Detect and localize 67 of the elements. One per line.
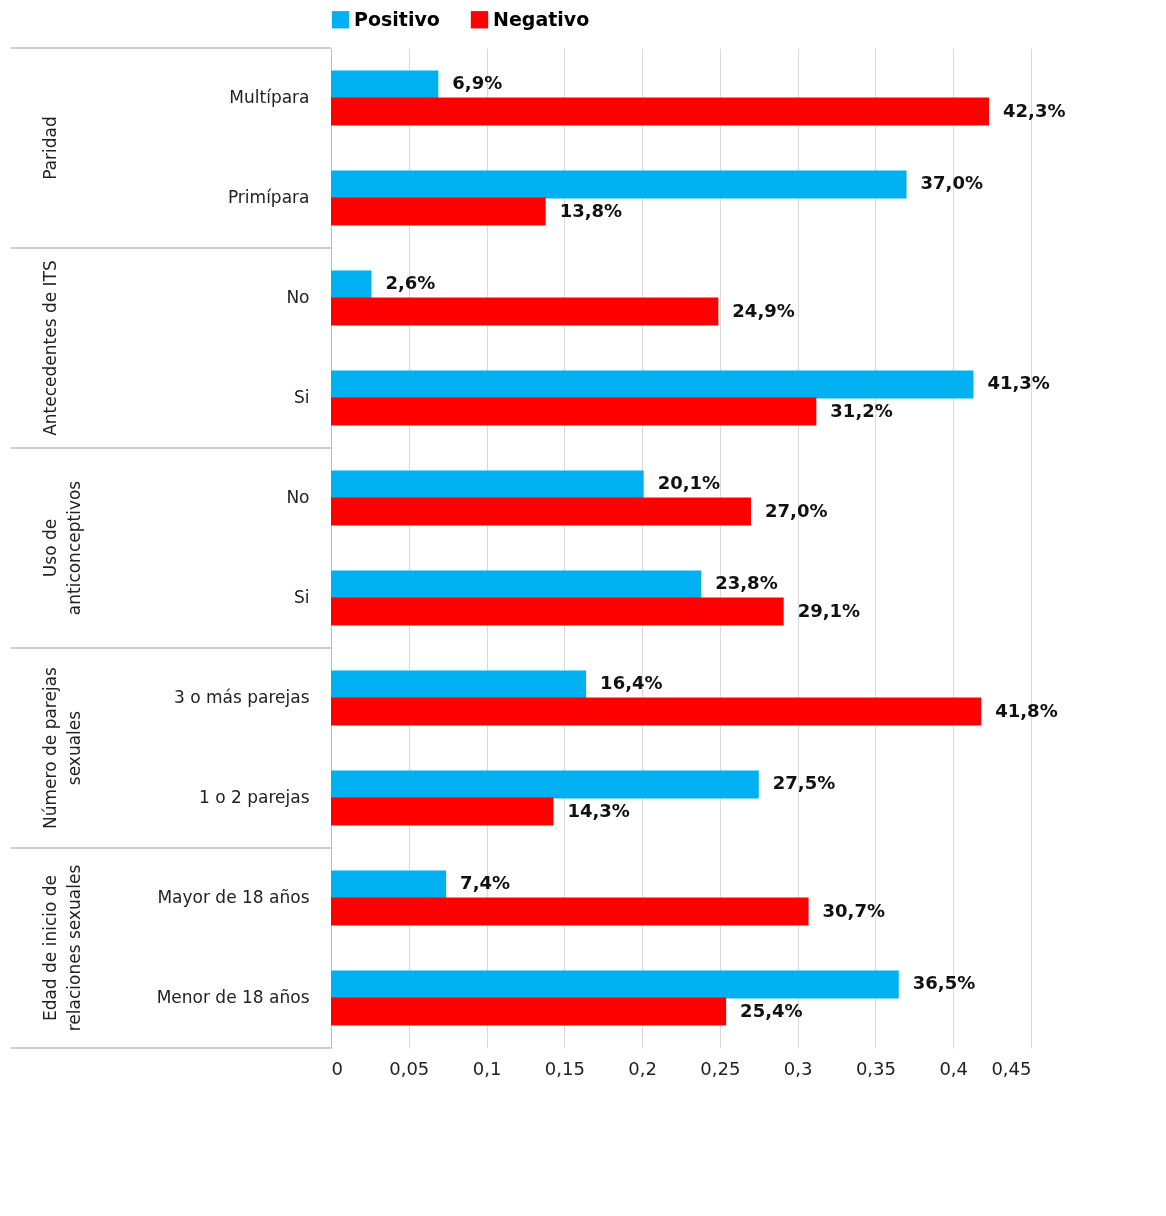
y-tick-label: Primípara <box>227 187 310 207</box>
x-tick-label: 0,35 <box>855 1057 896 1079</box>
bar <box>331 970 899 999</box>
legend-label: Positivo <box>354 7 440 30</box>
data-label: 24,9% <box>732 299 795 321</box>
data-label: 6,9% <box>452 72 503 94</box>
data-label: 16,4% <box>600 672 663 694</box>
data-label: 13,8% <box>559 199 623 221</box>
bar <box>331 670 587 699</box>
data-label: 41,3% <box>987 372 1050 394</box>
bar <box>331 997 727 1026</box>
text: Uso de anticonceptivos <box>40 480 84 616</box>
bar <box>331 297 719 326</box>
data-label: 36,5% <box>912 972 976 994</box>
y-tick-label: No <box>286 487 310 507</box>
data-label: 27,0% <box>765 499 828 521</box>
y-tick-label: Si <box>293 587 310 607</box>
bar <box>331 197 546 226</box>
bar <box>331 897 809 926</box>
data-label: 41,8% <box>995 699 1058 721</box>
bar <box>331 797 554 826</box>
legend-label: Negativo <box>493 7 590 30</box>
y-tick-label: 1 o 2 parejas <box>198 787 310 807</box>
bar <box>331 570 702 599</box>
data-label: 42,3% <box>1003 99 1066 121</box>
text: Número de parejas sexuales <box>40 666 84 829</box>
x-tick-label: 0,2 <box>628 1057 657 1079</box>
x-tick-label: 0,1 <box>472 1057 502 1079</box>
data-label: 29,1% <box>797 599 861 621</box>
bar <box>331 470 644 499</box>
text: Paridad <box>40 116 60 180</box>
bar <box>331 397 817 426</box>
x-tick-label: 0 <box>331 1057 343 1079</box>
y-tick-label: Multípara <box>229 87 310 107</box>
x-tick-label: 0,45 <box>991 1057 1032 1079</box>
y-tick-label: Mayor de 18 años <box>157 887 310 907</box>
bar <box>331 70 439 99</box>
bar <box>331 270 372 299</box>
bar <box>331 597 784 626</box>
y-tick-label: 3 o más parejas <box>173 687 310 707</box>
data-label: 14,3% <box>567 799 630 821</box>
x-tick-label: 0,25 <box>700 1057 741 1079</box>
data-label: 23,8% <box>715 572 778 594</box>
x-tick-label: 0,15 <box>544 1057 585 1079</box>
bar <box>331 370 974 399</box>
data-label: 7,4% <box>460 872 511 894</box>
x-tick-label: 0,4 <box>939 1057 969 1079</box>
bar <box>331 770 759 799</box>
data-label: 25,4% <box>740 999 803 1021</box>
y-tick-label: Menor de 18 años <box>156 987 310 1007</box>
data-label: 31,2% <box>830 399 893 421</box>
data-label: 20,1% <box>657 472 721 494</box>
data-label: 2,6% <box>385 272 436 294</box>
bar <box>331 870 447 899</box>
bar <box>331 497 751 526</box>
x-tick-label: 0,3 <box>783 1057 813 1079</box>
text: Edad de inicio de relaciones sexuales <box>40 864 84 1032</box>
bar <box>331 170 907 199</box>
data-label: 27,5% <box>772 772 836 794</box>
text: Antecedentes de ITS <box>40 260 60 436</box>
y-tick-label: Si <box>293 387 310 407</box>
x-tick-label: 0,05 <box>389 1057 430 1079</box>
data-label: 37,0% <box>920 172 984 194</box>
bar <box>331 97 989 126</box>
bar <box>331 697 982 726</box>
data-label: 30,7% <box>822 899 886 921</box>
y-tick-label: No <box>286 287 310 307</box>
